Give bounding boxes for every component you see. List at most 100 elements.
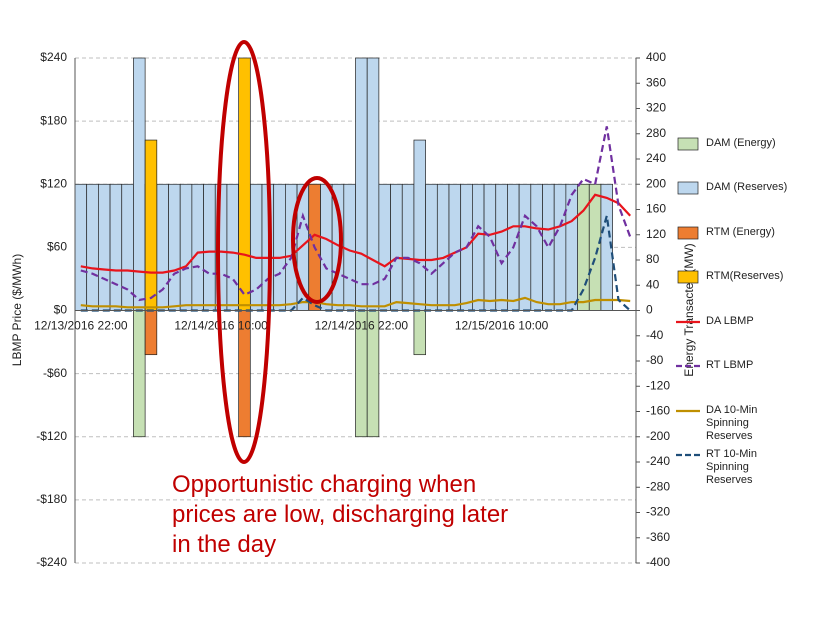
bar (191, 183, 204, 311)
y2-tick-label: -240 (646, 454, 670, 468)
y-tick-label: $180 (40, 113, 67, 127)
bar (86, 183, 99, 311)
legend-label: DA 10-Min Spinning Reserves (706, 404, 758, 442)
bar (436, 183, 450, 311)
legend-swatch (676, 320, 700, 324)
y2-tick-label: 80 (646, 252, 660, 266)
bar (179, 183, 193, 311)
legend-swatch (676, 364, 700, 368)
bar (121, 183, 134, 311)
bar (98, 183, 111, 311)
bar (401, 183, 415, 311)
legend-label: RTM(Reserves) (706, 270, 784, 282)
y2-tick-label: 200 (646, 176, 666, 190)
legend-swatch-box (677, 226, 699, 240)
bar (366, 57, 380, 311)
bar (553, 183, 567, 311)
bar (74, 183, 88, 311)
legend-swatch (677, 137, 699, 151)
bar (144, 139, 158, 311)
y-tick-label: -$60 (43, 366, 67, 380)
x-tick-label: 12/15/2016 10:00 (455, 319, 549, 333)
y2-tick-label: -200 (646, 429, 670, 443)
y-tick-label: $240 (40, 50, 67, 64)
legend-item: DA LBMP (676, 315, 816, 329)
y2-tick-label: 240 (646, 151, 666, 165)
bar (133, 310, 146, 438)
y2-tick-label: 160 (646, 202, 666, 216)
bar (472, 183, 485, 311)
legend-swatch-box (677, 181, 699, 195)
y2-tick-label: 400 (646, 50, 666, 64)
y-tick-label: -$180 (36, 492, 67, 506)
bar (226, 183, 239, 311)
legend-swatch-box (677, 270, 699, 284)
y-tick-label: $60 (47, 240, 67, 254)
bar (273, 183, 286, 311)
axes: -$240-$180-$120-$60$0$60$120$180$240-400… (34, 50, 670, 569)
highlight-ellipse (291, 176, 343, 304)
bar (343, 183, 356, 311)
y2-tick-label: 40 (646, 277, 660, 291)
bar (355, 57, 368, 311)
y2-tick-label: 320 (646, 101, 666, 115)
legend-label: RT LBMP (706, 359, 754, 371)
y2-tick-label: 0 (646, 303, 653, 317)
y-tick-label: $0 (54, 303, 68, 317)
legend-item: RT 10-Min Spinning Reserves (676, 448, 816, 487)
legend-swatch (677, 181, 699, 195)
bar (495, 183, 508, 311)
bar (518, 183, 532, 311)
y2-axis-title: Energy Transacted (MW) (682, 243, 696, 376)
annotation: Opportunistic charging when prices are l… (172, 471, 509, 558)
bar (530, 183, 543, 311)
bar (378, 183, 391, 311)
y-tick-label: -$120 (36, 429, 67, 443)
legend-label: DAM (Energy) (706, 137, 776, 149)
line-series (80, 296, 631, 309)
legend-item: DAM (Reserves) (676, 181, 816, 195)
bar (425, 183, 438, 311)
x-tick-label: 12/14/2016 22:00 (315, 319, 409, 333)
legend-item: DA 10-Min Spinning Reserves (676, 404, 816, 443)
bar (542, 183, 555, 311)
y2-tick-label: -80 (646, 353, 664, 367)
y2-tick-label: -360 (646, 530, 670, 544)
legend-swatch (677, 226, 699, 240)
legend-label: DA LBMP (706, 315, 754, 327)
legend-label: DAM (Reserves) (706, 181, 788, 193)
line-series (80, 193, 632, 274)
y2-tick-label: 360 (646, 75, 666, 89)
y2-tick-label: -400 (646, 555, 670, 569)
bar (168, 183, 181, 311)
legend-item: RTM(Reserves) (676, 270, 816, 284)
bars (74, 57, 613, 438)
line-series (80, 126, 632, 302)
bar (238, 57, 251, 311)
bar (203, 183, 216, 311)
legend-item: DAM (Energy) (676, 137, 816, 151)
legend-swatch (676, 409, 700, 413)
y-axis-title: LBMP Price ($/MWh) (10, 254, 24, 366)
legend-swatch-box (677, 137, 699, 151)
y2-tick-label: 280 (646, 126, 666, 140)
legend-item: RTM (Energy) (676, 226, 816, 240)
bar (448, 183, 462, 311)
bar (390, 183, 403, 311)
x-tick-label: 12/13/2016 22:00 (34, 319, 128, 333)
y2-tick-label: -160 (646, 404, 670, 418)
bar (413, 139, 426, 311)
legend-label: RT 10-Min Spinning Reserves (706, 448, 757, 486)
y2-tick-label: -40 (646, 328, 664, 342)
y-tick-label: $120 (40, 176, 67, 190)
y2-tick-label: -120 (646, 378, 670, 392)
legend-item: RT LBMP (676, 359, 816, 373)
bar (109, 183, 123, 311)
bar (144, 310, 158, 356)
legend-swatch (677, 270, 699, 284)
y-tick-label: -$240 (36, 555, 67, 569)
legend-swatch (676, 453, 700, 457)
legend-label: RTM (Energy) (706, 226, 775, 238)
